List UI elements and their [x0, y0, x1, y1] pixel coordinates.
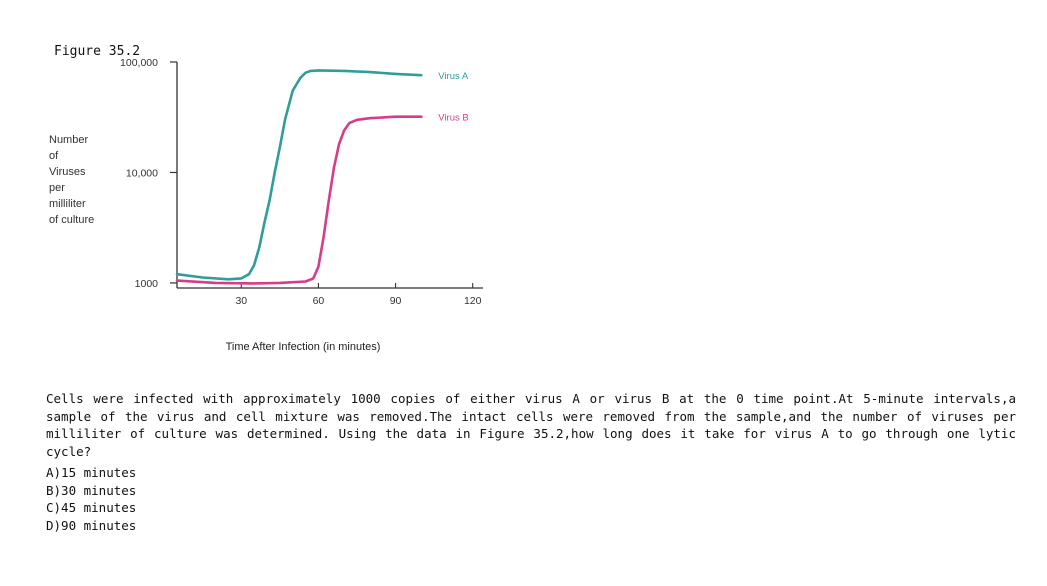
y-axis-label-line: Viruses — [49, 166, 86, 178]
x-tick-label: 90 — [390, 295, 402, 307]
series-label-virus-b: Virus B — [438, 113, 468, 124]
y-tick-label: 10,000 — [126, 167, 158, 179]
choice-b[interactable]: B)30 minutes — [46, 482, 137, 498]
series-line-virus-b — [175, 115, 423, 285]
y-axis-label-line: per — [49, 182, 65, 194]
choice-c[interactable]: C)45 minutes — [46, 500, 137, 515]
y-tick-label: 100,000 — [120, 57, 158, 69]
virus-growth-chart: 1000 10,000 100,000 30 60 90 120 Time After Inf… — [120, 57, 483, 353]
y-tick-label: 1000 — [135, 278, 159, 290]
figure-label: Figure 35.2 — [54, 44, 141, 59]
x-axis-label: Time After Infection (in minutes) — [226, 341, 381, 353]
series-line-virus-a — [175, 69, 423, 281]
x-tick-label: 60 — [313, 295, 325, 307]
x-tick-label: 30 — [235, 295, 247, 307]
series-label-virus-a: Virus A — [438, 71, 469, 82]
y-axis-label-line: Number — [49, 134, 89, 146]
choice-a[interactable]: A)15 minutes — [46, 465, 137, 480]
x-tick-label: 120 — [464, 295, 482, 307]
y-axis-label: Number of Viruses per milliliter of cult… — [49, 132, 119, 228]
question-text: Cells were infected with approximately 1… — [46, 391, 1016, 459]
y-axis-label-line: of — [49, 150, 59, 162]
choice-d[interactable]: D)90 minutes — [46, 517, 137, 533]
answer-choices: A)15 minutes B)30 minutes C)45 minutes D… — [46, 464, 136, 534]
y-axis-label-line: milliliter — [49, 198, 86, 210]
y-axis-label-line: of culture — [49, 214, 95, 226]
